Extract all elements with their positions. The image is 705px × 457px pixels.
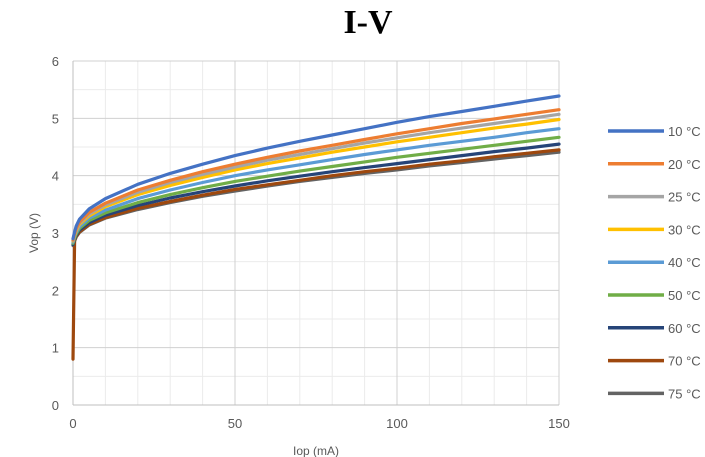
y-tick-label: 3 xyxy=(52,226,59,241)
x-tick-label: 50 xyxy=(228,416,242,431)
y-tick-label: 2 xyxy=(52,283,59,298)
series-line xyxy=(71,150,561,248)
legend-label: 30 °C xyxy=(668,222,701,237)
legend-label: 20 °C xyxy=(668,157,701,172)
series-line xyxy=(71,108,561,242)
axes: 0 50 100 150 0 1 2 3 4 5 6 xyxy=(52,54,570,431)
chart-title: I-V xyxy=(343,4,393,41)
x-tick-label: 150 xyxy=(548,416,570,431)
y-tick-label: 5 xyxy=(52,111,59,126)
y-tick-label: 6 xyxy=(52,54,59,69)
y-tick-label: 4 xyxy=(52,169,59,184)
legend-label: 40 °C xyxy=(668,255,701,270)
series-line xyxy=(71,127,561,244)
legend: 10 °C 20 °C 25 °C 30 °C 40 °C 50 °C 60 °C 70 °C… xyxy=(608,124,701,401)
legend-label: 70 °C xyxy=(668,354,701,369)
legend-label: 75 °C xyxy=(668,386,701,401)
legend-label: 50 °C xyxy=(668,288,701,303)
legend-label: 25 °C xyxy=(668,190,701,205)
gridlines xyxy=(73,60,560,405)
y-tick-label: 1 xyxy=(52,341,59,356)
y-tick-label: 0 xyxy=(52,398,59,413)
x-tick-label: 0 xyxy=(69,416,76,431)
x-axis-label: Iop (mA) xyxy=(293,444,339,457)
series-lines xyxy=(71,94,561,361)
legend-label: 10 °C xyxy=(668,124,701,139)
x-tick-label: 100 xyxy=(386,416,408,431)
legend-label: 60 °C xyxy=(668,321,701,336)
y-axis-label: Vop (V) xyxy=(27,213,41,253)
series-line xyxy=(71,94,561,241)
